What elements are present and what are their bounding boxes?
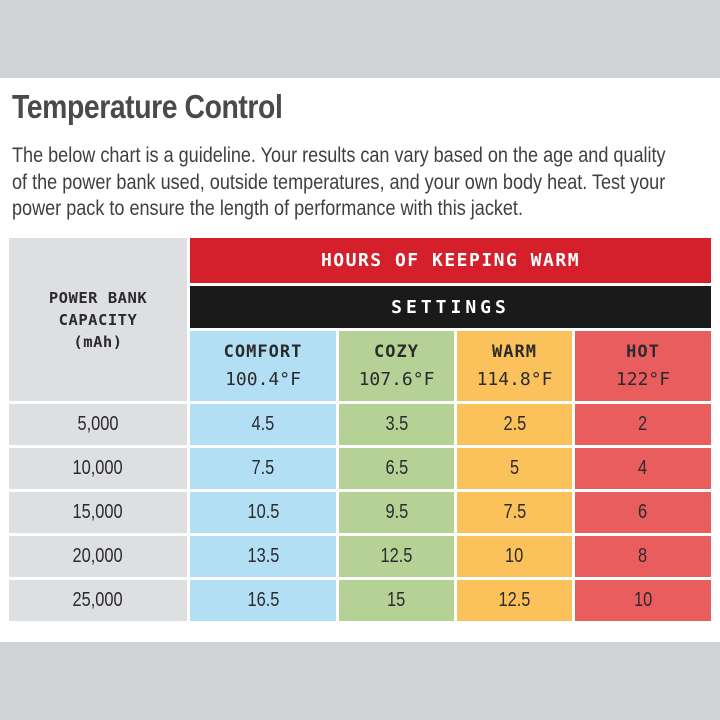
hours-value: 7.5	[251, 457, 275, 479]
description-line: The below chart is a guideline. Your res…	[12, 144, 666, 167]
hours-cell-hot: 2	[575, 404, 711, 445]
hours-value: 5	[509, 457, 520, 479]
hours-cell-comfort: 10.5	[190, 492, 336, 533]
column-name: WARM	[492, 342, 537, 362]
capacity-cell: 5,000	[9, 404, 187, 445]
column-temperature: 114.8°F	[476, 369, 553, 390]
hours-cell-cozy: 6.5	[339, 448, 454, 489]
description: The below chart is a guideline. Your res…	[12, 143, 700, 223]
hours-value: 9.5	[385, 501, 408, 523]
hours-cell-cozy: 15	[339, 580, 454, 621]
temperature-table: POWER BANK CAPACITY (mAh) HOURS OF KEEPI…	[9, 238, 711, 626]
capacity-cell: 15,000	[9, 492, 187, 533]
hours-header: HOURS OF KEEPING WARM	[190, 238, 711, 283]
description-line: of the power bank used, outside temperat…	[12, 170, 666, 194]
hours-value: 7.5	[503, 501, 526, 523]
column-header-warm: WARM 114.8°F	[457, 331, 572, 401]
hours-cell-comfort: 4.5	[190, 404, 336, 445]
capacity-cell: 25,000	[9, 580, 187, 621]
hours-cell-cozy: 9.5	[339, 492, 454, 533]
column-temperature: 122°F	[615, 369, 671, 390]
content-panel: Temperature Control The below chart is a…	[0, 78, 720, 642]
column-name: COMFORT	[223, 342, 303, 362]
hours-cell-warm: 2.5	[457, 404, 572, 445]
capacity-cell: 10,000	[9, 448, 187, 489]
column-header-cozy: COZY 107.6°F	[339, 331, 454, 401]
hours-cell-hot: 8	[575, 536, 711, 577]
hours-value: 6.5	[385, 457, 408, 479]
page-title: Temperature Control	[12, 88, 283, 125]
hours-value: 2	[638, 413, 648, 435]
capacity-value: 20,000	[72, 545, 124, 567]
column-name: COZY	[374, 342, 419, 362]
hours-cell-comfort: 13.5	[190, 536, 336, 577]
hours-value: 15	[387, 589, 406, 611]
hours-value: 2.5	[503, 413, 526, 435]
hours-cell-hot: 6	[575, 492, 711, 533]
column-temperature: 107.6°F	[358, 369, 435, 390]
capacity-value: 15,000	[72, 501, 124, 523]
hours-cell-comfort: 16.5	[190, 580, 336, 621]
hours-value: 12.5	[380, 545, 413, 567]
description-line: power pack to ensure the length of perfo…	[12, 197, 523, 220]
column-name: HOT	[626, 342, 660, 362]
hours-value: 4	[638, 457, 648, 479]
hours-cell-hot: 10	[575, 580, 711, 621]
hours-cell-warm: 7.5	[457, 492, 572, 533]
hours-cell-warm: 5	[457, 448, 572, 489]
settings-header: SETTINGS	[190, 286, 711, 328]
hours-value: 6	[638, 501, 648, 523]
hours-value: 10.5	[247, 501, 279, 523]
hours-value: 16.5	[247, 589, 279, 611]
hours-value: 4.5	[251, 413, 275, 435]
capacity-header-line: POWER BANK	[48, 288, 148, 307]
capacity-value: 10,000	[72, 457, 124, 479]
capacity-cell: 20,000	[9, 536, 187, 577]
hours-cell-hot: 4	[575, 448, 711, 489]
hours-cell-comfort: 7.5	[190, 448, 336, 489]
hours-value: 8	[638, 545, 648, 567]
column-header-comfort: COMFORT 100.4°F	[190, 331, 336, 401]
hours-cell-cozy: 12.5	[339, 536, 454, 577]
hours-value: 3.5	[385, 413, 408, 435]
hours-cell-warm: 10	[457, 536, 572, 577]
hours-value: 10	[633, 589, 653, 611]
capacity-header: POWER BANK CAPACITY (mAh)	[9, 238, 187, 401]
hours-value: 12.5	[498, 589, 531, 611]
hours-cell-cozy: 3.5	[339, 404, 454, 445]
capacity-value: 5,000	[77, 413, 119, 435]
capacity-header-line: (mAh)	[73, 332, 123, 351]
column-temperature: 100.4°F	[225, 369, 301, 390]
capacity-header-line: CAPACITY	[58, 310, 138, 329]
column-header-hot: HOT 122°F	[575, 331, 711, 401]
hours-value: 10	[505, 545, 524, 567]
hours-value: 13.5	[247, 545, 279, 567]
capacity-value: 25,000	[72, 589, 124, 611]
hours-cell-warm: 12.5	[457, 580, 572, 621]
